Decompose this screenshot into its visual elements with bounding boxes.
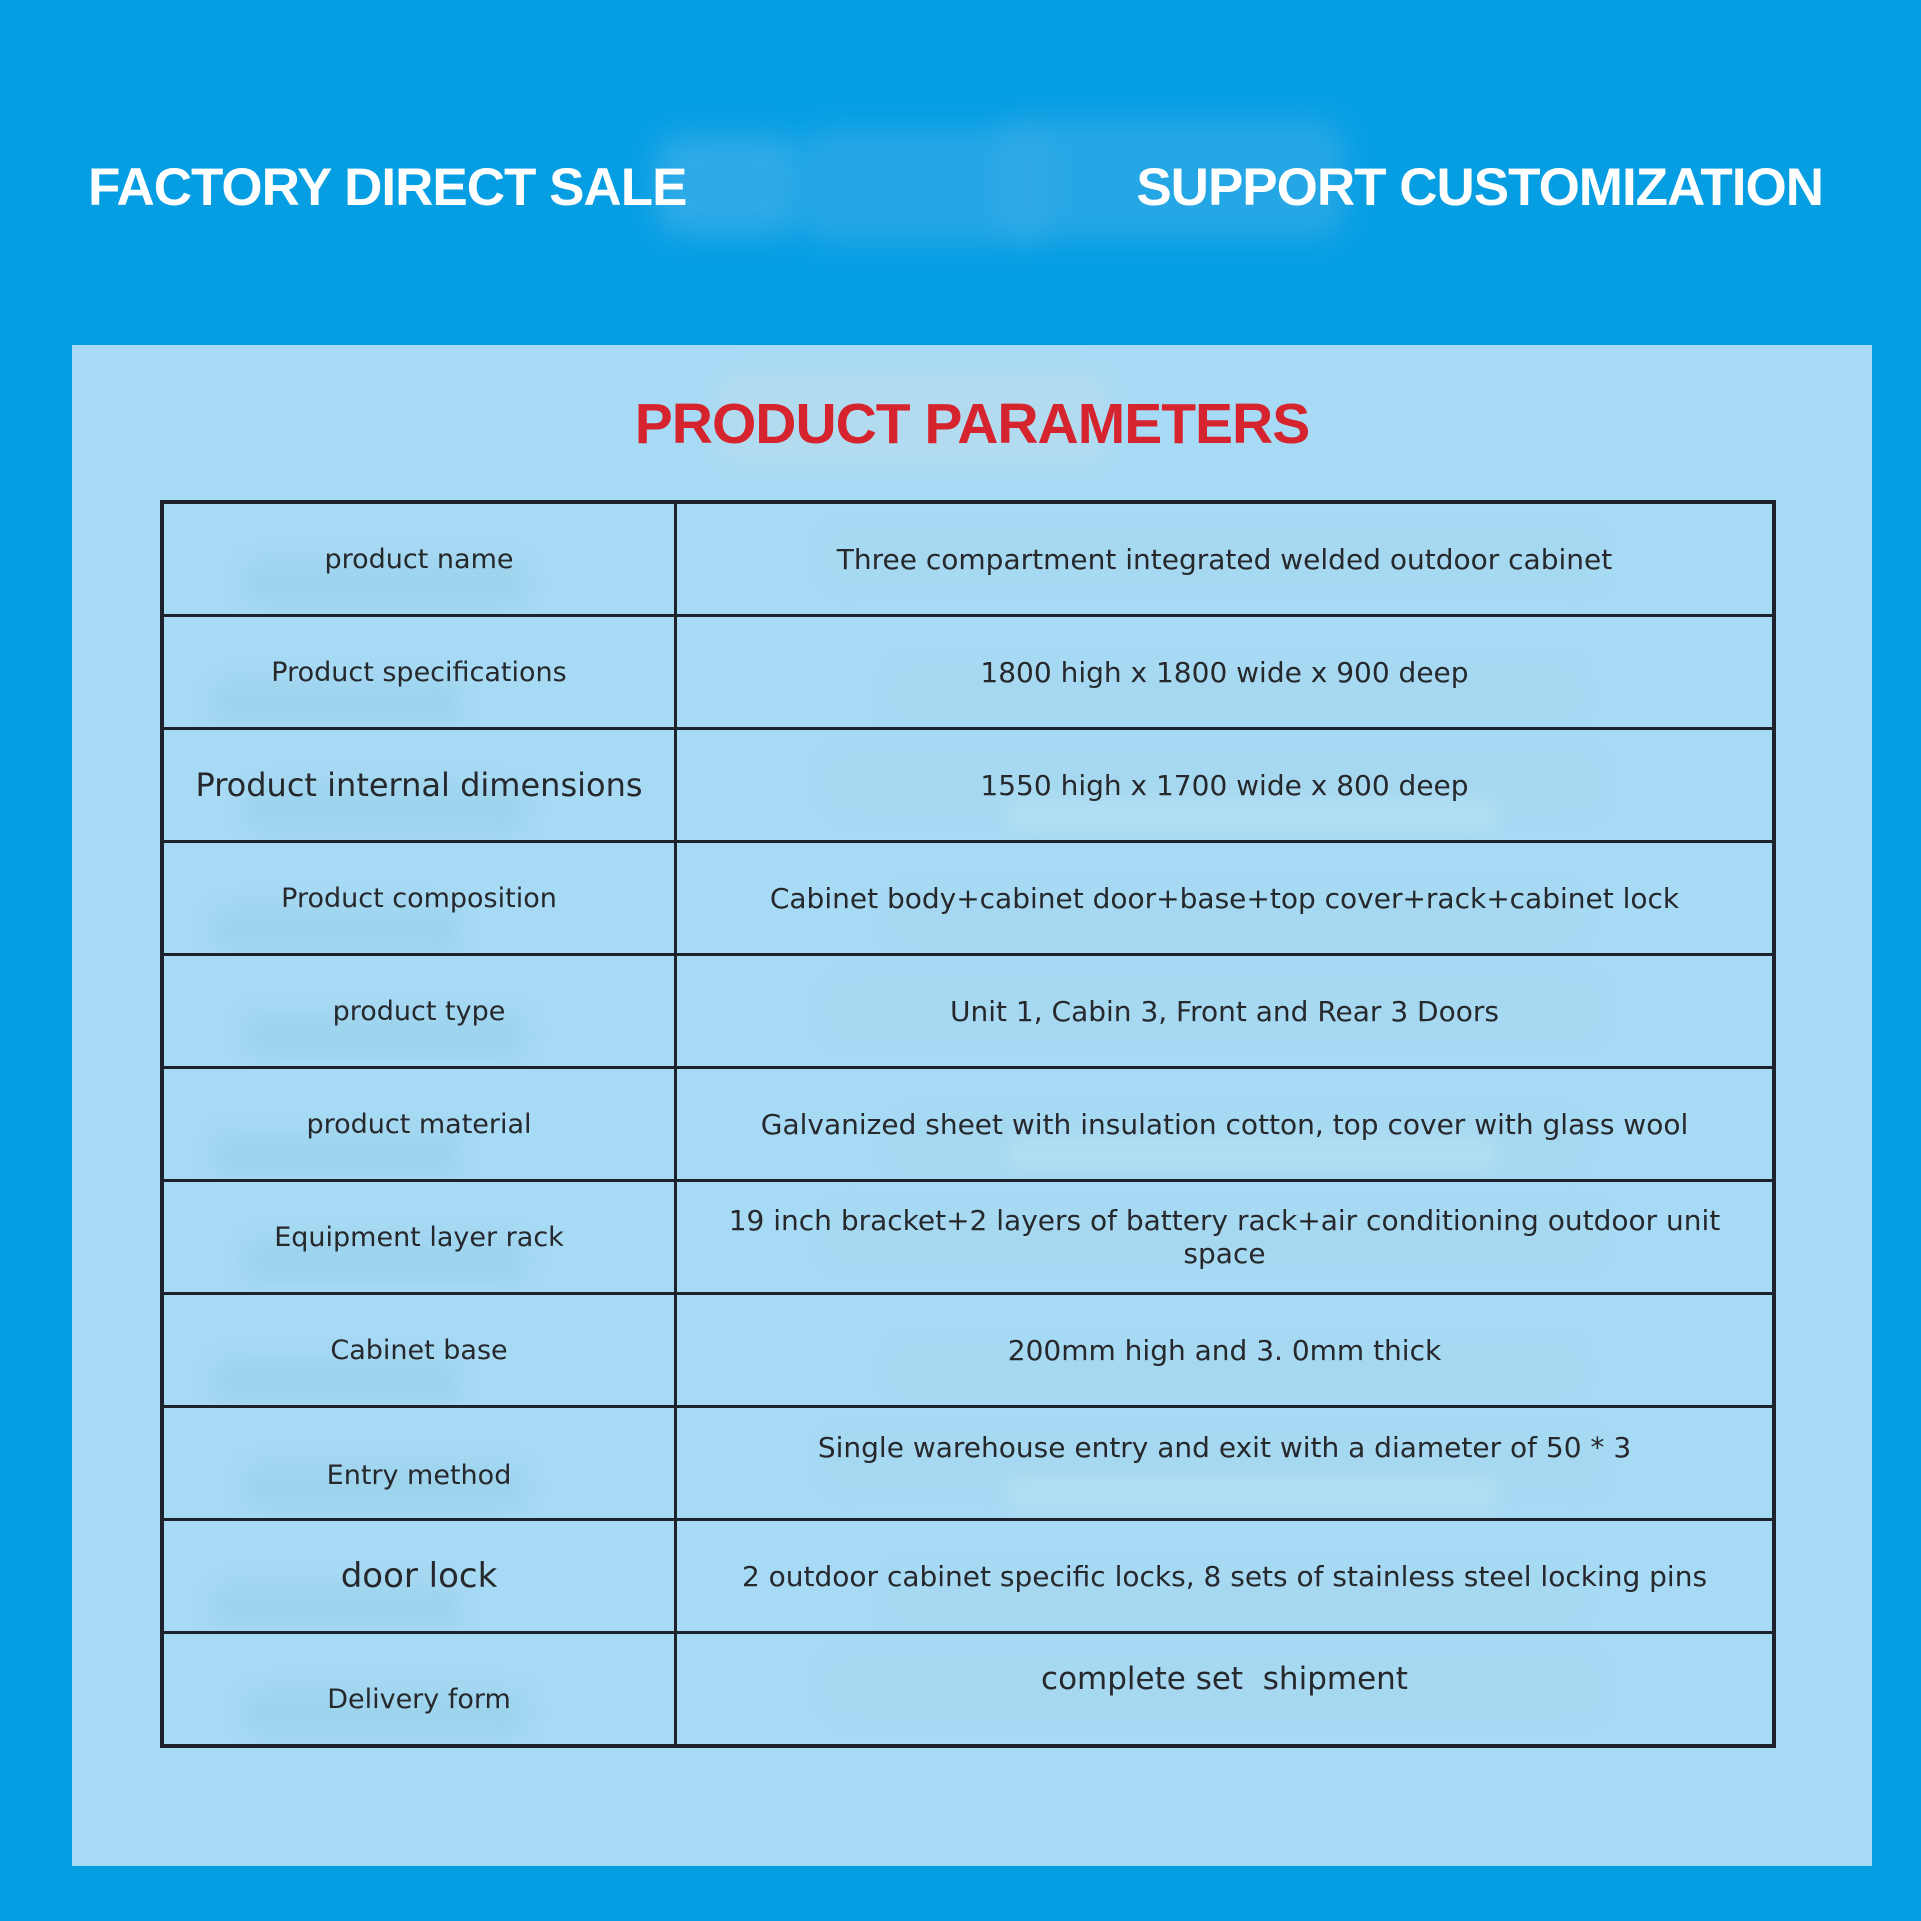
param-label: Product composition (160, 840, 677, 956)
table-row: Delivery form complete set shipment (160, 1631, 1776, 1748)
param-label: door lock (160, 1518, 677, 1634)
table-row: door lock 2 outdoor cabinet specific loc… (160, 1518, 1776, 1634)
blurred-watermark (717, 372, 1109, 464)
table-row: Equipment layer rack 19 inch bracket+2 l… (160, 1179, 1776, 1295)
parameters-table: product name Three compartment integrate… (160, 500, 1776, 1748)
table-row: Product specifications 1800 high x 1800 … (160, 614, 1776, 730)
table-row: product name Three compartment integrate… (160, 500, 1776, 617)
blurred-watermark (655, 135, 805, 235)
param-value: Three compartment integrated welded outd… (674, 500, 1776, 617)
factory-direct-sale-headline: FACTORY DIRECT SALE (88, 158, 687, 217)
param-label: Product internal dimensions (160, 727, 677, 843)
support-customization-headline: SUPPORT CUSTOMIZATION (1136, 158, 1824, 217)
param-label: Product specifications (160, 614, 677, 730)
param-value: 2 outdoor cabinet specific locks, 8 sets… (674, 1518, 1776, 1634)
param-value: Single warehouse entry and exit with a d… (674, 1405, 1776, 1521)
table-row: Product internal dimensions 1550 high x … (160, 727, 1776, 843)
table-row: product material Galvanized sheet with i… (160, 1066, 1776, 1182)
table-row: Cabinet base 200mm high and 3. 0mm thick (160, 1292, 1776, 1408)
param-value: 1550 high x 1700 wide x 800 deep (674, 727, 1776, 843)
param-value: Galvanized sheet with insulation cotton,… (674, 1066, 1776, 1182)
param-label: Entry method (160, 1405, 677, 1521)
param-value: Unit 1, Cabin 3, Front and Rear 3 Doors (674, 953, 1776, 1069)
param-value: Cabinet body+cabinet door+base+top cover… (674, 840, 1776, 956)
product-parameters-panel: PRODUCT PARAMETERS product name Three co… (72, 345, 1872, 1866)
table-row: Entry method Single warehouse entry and … (160, 1405, 1776, 1521)
param-label: Cabinet base (160, 1292, 677, 1408)
param-label: product material (160, 1066, 677, 1182)
table-row: product type Unit 1, Cabin 3, Front and … (160, 953, 1776, 1069)
product-parameters-title: PRODUCT PARAMETERS (634, 392, 1310, 456)
param-label: product type (160, 953, 677, 1069)
param-label: Delivery form (160, 1631, 677, 1748)
table-row: Product composition Cabinet body+cabinet… (160, 840, 1776, 956)
param-value: 19 inch bracket+2 layers of battery rack… (674, 1179, 1776, 1295)
blurred-watermark (995, 120, 1345, 238)
param-label: Equipment layer rack (160, 1179, 677, 1295)
param-value: 1800 high x 1800 wide x 900 deep (674, 614, 1776, 730)
param-label: product name (160, 500, 677, 617)
param-value: complete set shipment (674, 1631, 1776, 1748)
param-value: 200mm high and 3. 0mm thick (674, 1292, 1776, 1408)
